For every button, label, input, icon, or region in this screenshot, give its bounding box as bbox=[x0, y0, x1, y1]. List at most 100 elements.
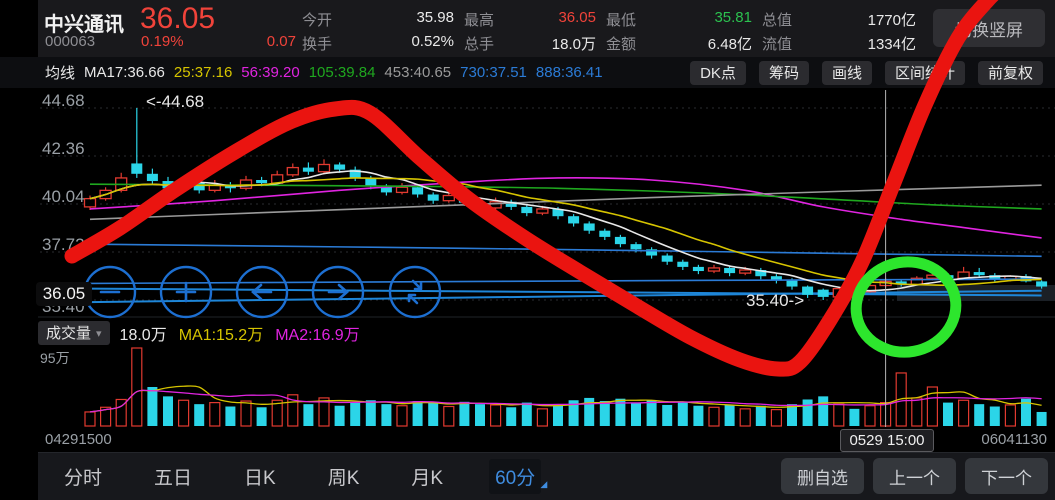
toolbar-button-画线[interactable]: 画线 bbox=[821, 60, 872, 85]
zoom-out-button[interactable] bbox=[83, 265, 137, 319]
candle bbox=[1036, 281, 1048, 287]
action-button-上一个[interactable]: 上一个 bbox=[873, 458, 956, 494]
candle bbox=[146, 173, 158, 182]
candle bbox=[895, 281, 907, 285]
tab-五日[interactable]: 五日 bbox=[154, 467, 193, 489]
candle bbox=[83, 197, 97, 208]
volume-bar bbox=[833, 403, 845, 427]
ma-line-MA453 bbox=[89, 184, 1042, 221]
candle bbox=[131, 163, 143, 174]
collapse-button[interactable] bbox=[388, 265, 442, 319]
toolbar-button-DK点[interactable]: DK点 bbox=[690, 60, 746, 85]
candle bbox=[412, 187, 424, 195]
stat-label: 总值 bbox=[762, 12, 793, 29]
ma-line-MA105 bbox=[89, 183, 1042, 210]
candle bbox=[879, 280, 892, 287]
stock-code: 000063 bbox=[45, 33, 96, 50]
candle bbox=[910, 277, 923, 286]
volume-bar bbox=[662, 404, 673, 426]
price-tick-label: 40.04 bbox=[42, 187, 85, 206]
stat-value: 6.48亿 bbox=[707, 36, 752, 53]
candle bbox=[380, 186, 392, 193]
candle bbox=[505, 201, 517, 207]
indicator-toolbar: 均线 MA17:36.66 25:37.16 56:39.20 105:39.84 45… bbox=[0, 57, 1055, 88]
candle bbox=[256, 180, 268, 184]
stat-value: 1334亿 bbox=[867, 36, 916, 53]
volume-bar bbox=[318, 397, 330, 427]
candle bbox=[926, 274, 939, 279]
volume-bar bbox=[787, 404, 797, 426]
volume-bar bbox=[599, 401, 610, 426]
tab-月K[interactable]: 月K bbox=[411, 467, 444, 489]
tab-60分[interactable]: 60分 bbox=[489, 458, 547, 494]
candle bbox=[989, 275, 1001, 280]
candle bbox=[724, 267, 736, 274]
stat-label: 流值 bbox=[762, 36, 793, 53]
candle bbox=[271, 174, 284, 184]
candle bbox=[286, 166, 299, 176]
volume-bar bbox=[926, 386, 939, 427]
stat-value: 35.98 bbox=[416, 9, 454, 26]
volume-indicator-label: 成交量 bbox=[46, 325, 92, 342]
volume-bar bbox=[256, 407, 267, 426]
rotate-screen-button[interactable]: 切换竖屏 bbox=[933, 9, 1045, 47]
stat-label: 总手 bbox=[464, 36, 495, 53]
candle bbox=[848, 288, 860, 292]
stat-label: 最高 bbox=[464, 12, 495, 29]
candle bbox=[177, 181, 190, 189]
volume-bar bbox=[989, 406, 1000, 426]
candle bbox=[536, 208, 549, 214]
candle bbox=[770, 276, 782, 281]
candle bbox=[755, 270, 767, 277]
pan-left-button[interactable] bbox=[235, 265, 289, 319]
tab-日K[interactable]: 日K bbox=[244, 467, 276, 489]
candle bbox=[334, 164, 346, 170]
candle bbox=[489, 201, 502, 209]
stat-value: 0.52% bbox=[411, 33, 454, 50]
candle bbox=[552, 208, 564, 217]
ma-values: MA17:36.66 25:37.16 56:39.20 105:39.84 453:4… bbox=[75, 64, 603, 82]
volume-bar bbox=[412, 401, 423, 426]
candle bbox=[427, 194, 439, 201]
candle bbox=[646, 249, 658, 256]
ma-value: MA17:36.66 bbox=[84, 63, 165, 81]
volume-value: 18.0万 bbox=[119, 326, 167, 344]
volume-bar bbox=[178, 399, 190, 427]
candle bbox=[692, 266, 704, 272]
pan-right-button[interactable] bbox=[311, 265, 365, 319]
volume-bar bbox=[475, 404, 485, 426]
ma-value: 105:39.84 bbox=[308, 63, 376, 81]
ma-line-MA17 bbox=[89, 170, 1042, 292]
volume-bar bbox=[443, 405, 455, 427]
candle bbox=[707, 267, 721, 272]
volume-bar bbox=[240, 400, 252, 427]
volume-bar bbox=[147, 387, 158, 426]
volume-bar bbox=[584, 397, 595, 426]
action-button-下一个[interactable]: 下一个 bbox=[965, 458, 1048, 494]
candle bbox=[1004, 275, 1017, 280]
action-button-删自选[interactable]: 删自选 bbox=[781, 458, 864, 494]
volume-bar bbox=[536, 408, 549, 427]
tab-周K[interactable]: 周K bbox=[327, 467, 360, 489]
candle bbox=[208, 184, 221, 191]
candle bbox=[957, 271, 970, 279]
toolbar-button-筹码[interactable]: 筹码 bbox=[758, 60, 809, 85]
ma-line-MA888 bbox=[89, 278, 1042, 285]
candle bbox=[365, 177, 377, 187]
volume-indicator-button[interactable]: 成交量 bbox=[38, 320, 110, 345]
volume-bar bbox=[459, 401, 470, 426]
volume-bar bbox=[708, 406, 720, 427]
volume-bar bbox=[568, 400, 579, 426]
candle bbox=[942, 275, 954, 279]
candle bbox=[395, 186, 409, 194]
zoom-in-button[interactable] bbox=[159, 265, 213, 319]
volume-bar bbox=[381, 404, 392, 426]
volume-bar bbox=[365, 400, 376, 426]
volume-bar bbox=[303, 404, 314, 426]
price-tick-label: 37.72 bbox=[42, 235, 85, 254]
toolbar-button-区间统计[interactable]: 区间统计 bbox=[884, 60, 965, 85]
toolbar-button-前复权[interactable]: 前复权 bbox=[977, 60, 1043, 85]
dropdown-icon bbox=[96, 324, 102, 341]
tab-分时[interactable]: 分时 bbox=[64, 467, 103, 489]
